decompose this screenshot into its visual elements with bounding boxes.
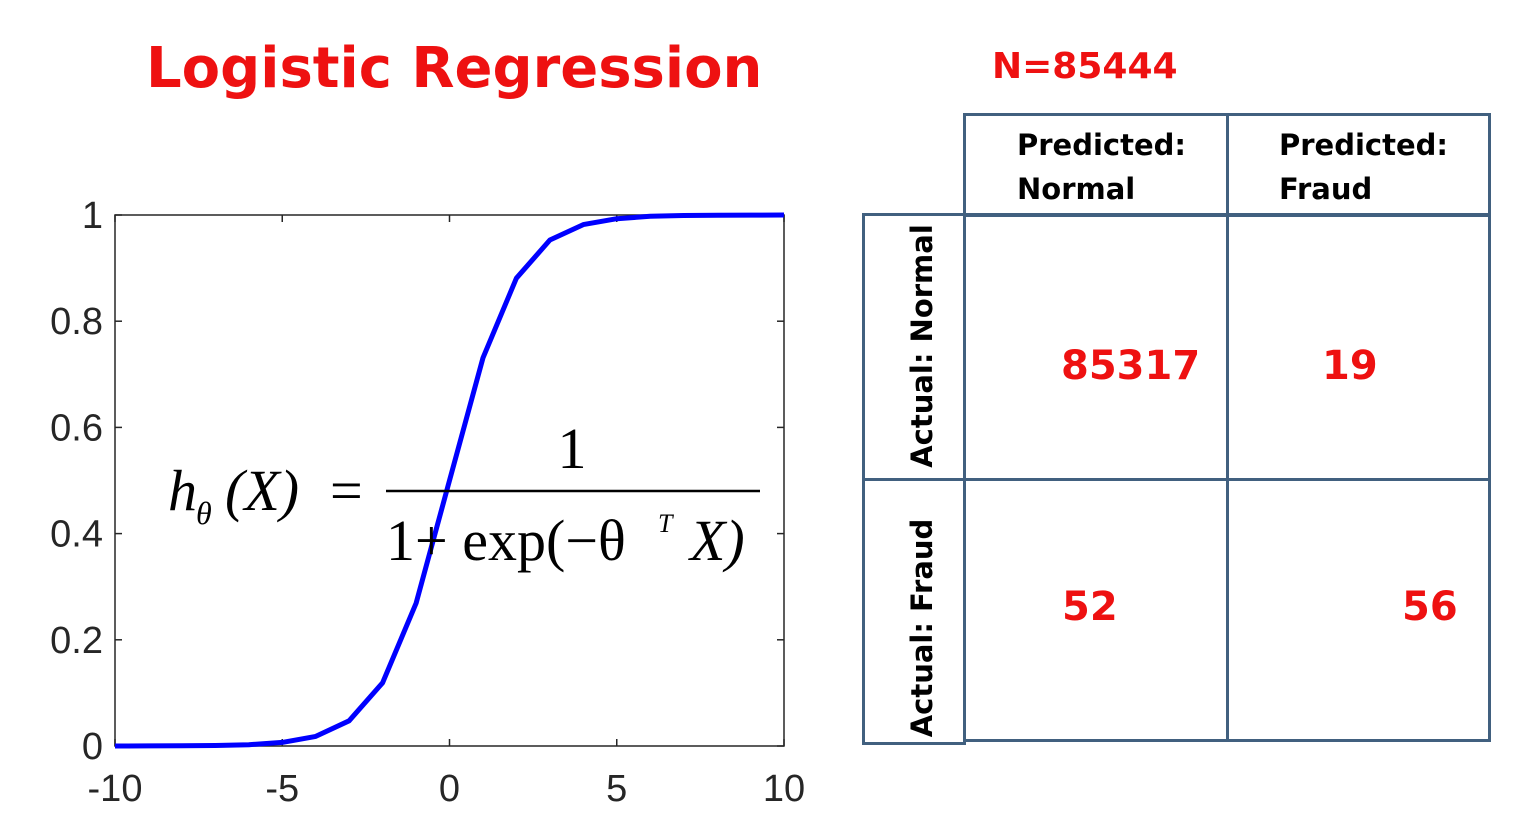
row-header-actual-normal: Actual: Normal (905, 224, 939, 468)
chart-title: Logistic Regression (146, 36, 763, 101)
row-header-actual-fraud: Actual: Fraud (905, 518, 939, 738)
formula-theta-sub: θ (196, 495, 212, 531)
y-tick-label: 0.2 (50, 620, 103, 662)
formula-arg: (X) (225, 458, 299, 523)
value-fn: 52 (1062, 584, 1118, 630)
col-header-line2: Normal (1017, 172, 1136, 206)
sample-size-label: N=85444 (992, 46, 1178, 87)
formula-numerator: 1 (558, 416, 587, 481)
formula-denominator-start: 1+ exp(−θ (386, 508, 626, 573)
y-tick-label: 0.4 (50, 514, 103, 556)
cell-fraud-fraud (1226, 478, 1491, 742)
value-fp: 19 (1322, 343, 1378, 389)
col-header-line1: Predicted: (1017, 128, 1187, 162)
x-tick-label: 10 (763, 768, 805, 810)
x-tick-label: 5 (606, 768, 627, 810)
x-tick-label: -10 (88, 768, 143, 810)
formula-superscript-t: T (658, 509, 674, 538)
y-tick-label: 0 (82, 726, 103, 768)
sigmoid-plot: -10 -5 0 5 10 0 0.2 0.4 0.6 0.8 1 h θ (X) = 1 1+ e… (50, 195, 805, 810)
x-tick-label: -5 (265, 768, 299, 810)
formula-h: h (168, 458, 197, 523)
col-header-predicted-normal: Predicted: Normal (1017, 123, 1186, 211)
value-tn: 85317 (1061, 343, 1201, 389)
col-header-line1: Predicted: (1279, 128, 1449, 162)
formula-denominator-end: X) (688, 508, 745, 573)
formula: h θ (X) = 1 1+ exp(−θ T X) (168, 416, 760, 573)
formula-equals: = (330, 458, 363, 523)
x-tick-label: 0 (439, 768, 460, 810)
col-header-line2: Fraud (1279, 172, 1373, 206)
y-tick-label: 1 (82, 195, 103, 237)
sigmoid-curve (114, 212, 785, 749)
value-tp: 56 (1402, 584, 1458, 630)
y-tick-label: 0.8 (50, 301, 103, 343)
y-tick-label: 0.6 (50, 407, 103, 449)
col-header-predicted-fraud: Predicted: Fraud (1279, 123, 1448, 211)
